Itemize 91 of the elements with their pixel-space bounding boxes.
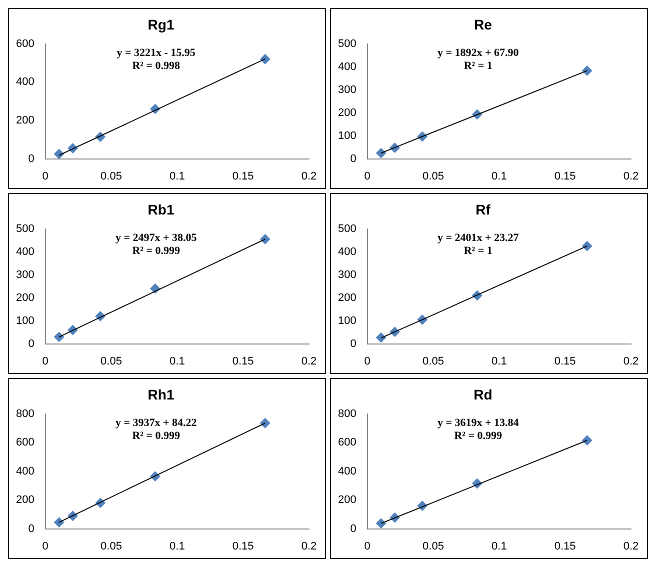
x-tick-label: 0: [364, 540, 370, 552]
y-tick-label: 600: [338, 436, 356, 449]
y-tick-label: 300: [338, 268, 356, 281]
y-tick-label: 0: [28, 338, 34, 350]
y-tick-label: 100: [338, 130, 356, 142]
annotation: R² = 0.998: [132, 60, 180, 72]
point: [54, 517, 64, 528]
x-tick-label: 0.05: [422, 540, 444, 552]
x-tick-label: 0: [364, 355, 370, 368]
x-tick-label: 0.2: [623, 170, 639, 182]
annotation: R² = 1: [464, 245, 492, 258]
x-tick-label: 0.05: [100, 170, 122, 182]
x-tick-label: 0.2: [301, 355, 317, 368]
y-tick-label: 400: [338, 465, 356, 478]
y-tick-label: 800: [338, 408, 356, 420]
y-tick-label: 0: [350, 522, 356, 535]
y-tick-label: 0: [28, 152, 34, 165]
point: [260, 54, 270, 64]
x-tick-label: 0.15: [232, 355, 254, 368]
x-tick-label: 0.05: [422, 170, 444, 182]
y-tick-label: 400: [16, 76, 34, 88]
y-tick-label: 200: [16, 292, 34, 304]
y-tick-label: 200: [338, 292, 356, 304]
x-tick-label: 0.15: [554, 355, 576, 368]
chart-title: Rd: [474, 386, 492, 402]
x-tick-label: 0.1: [170, 355, 185, 368]
y-tick-label: 500: [338, 38, 356, 50]
y-tick-label: 200: [338, 494, 356, 506]
y-tick-label: 0: [350, 152, 356, 165]
y-tick-label: 400: [16, 465, 34, 478]
annotation: y = 2497x + 38.05: [115, 232, 198, 244]
y-tick-label: 400: [338, 60, 356, 73]
annotation: y = 1892x + 67.90: [437, 47, 520, 60]
x-tick-label: 0.15: [554, 170, 576, 182]
y-tick-label: 200: [338, 106, 356, 119]
x-tick-label: 0.1: [492, 170, 507, 182]
x-tick-label: 0.1: [492, 355, 507, 368]
x-tick-label: 0: [42, 355, 48, 368]
point: [582, 66, 592, 76]
annotation: R² = 0.999: [132, 245, 180, 258]
y-tick-label: 200: [16, 114, 34, 126]
x-tick-label: 0.2: [301, 540, 317, 552]
annotation: y = 2401x + 23.27: [437, 232, 520, 244]
point: [376, 332, 386, 343]
x-tick-label: 0.1: [170, 170, 185, 182]
x-tick-label: 0.2: [623, 355, 639, 368]
chart-title: Rf: [476, 201, 491, 218]
chart-title: Rh1: [148, 386, 174, 402]
annotation: R² = 0.999: [132, 430, 180, 442]
chart-title: Re: [474, 16, 492, 32]
chart-title: Rb1: [148, 201, 174, 218]
point: [582, 435, 592, 446]
chart-title: Rg1: [148, 16, 174, 32]
point: [260, 234, 270, 244]
x-tick-label: 0: [364, 170, 370, 182]
y-tick-label: 400: [338, 246, 356, 258]
x-tick-label: 0.15: [232, 540, 254, 552]
point: [54, 332, 64, 342]
point: [376, 148, 386, 158]
point: [260, 418, 270, 428]
y-tick-label: 0: [28, 522, 34, 535]
y-tick-label: 600: [16, 436, 34, 449]
x-tick-label: 0.05: [100, 355, 122, 368]
x-tick-label: 0.05: [100, 540, 122, 552]
y-tick-label: 800: [16, 408, 34, 420]
point: [376, 518, 386, 528]
x-tick-label: 0.2: [623, 540, 639, 552]
x-tick-label: 0.15: [554, 540, 576, 552]
y-tick-label: 100: [16, 314, 34, 327]
point: [582, 241, 592, 252]
annotation: y = 3619x + 13.84: [437, 417, 520, 430]
y-tick-label: 300: [16, 268, 34, 281]
x-tick-label: 0.15: [232, 170, 254, 182]
y-tick-label: 500: [338, 222, 356, 235]
annotation: R² = 1: [464, 60, 492, 72]
annotation: y = 3221x - 15.95: [116, 47, 196, 60]
x-tick-label: 0: [42, 170, 48, 182]
y-tick-label: 100: [338, 314, 356, 327]
x-tick-label: 0: [42, 540, 48, 552]
y-tick-label: 200: [16, 494, 34, 506]
x-tick-label: 0.2: [301, 170, 317, 182]
y-tick-label: 0: [350, 338, 356, 350]
x-tick-label: 0.05: [422, 355, 444, 368]
annotation: R² = 0.999: [454, 430, 502, 442]
x-tick-label: 0.1: [170, 540, 185, 552]
y-tick-label: 300: [338, 84, 356, 96]
y-tick-label: 400: [16, 246, 34, 258]
y-tick-label: 600: [16, 38, 34, 50]
annotation: y = 3937x + 84.22: [115, 417, 198, 430]
x-tick-label: 0.1: [492, 540, 507, 552]
y-tick-label: 500: [16, 222, 34, 235]
